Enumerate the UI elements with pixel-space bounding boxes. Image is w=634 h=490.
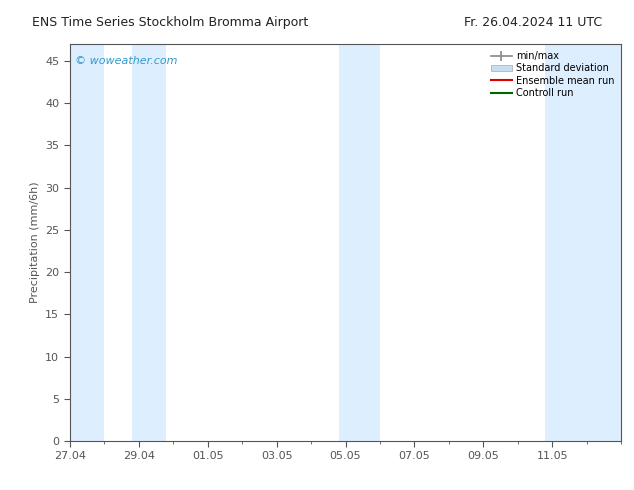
Bar — [545, 44, 621, 441]
Legend: min/max, Standard deviation, Ensemble mean run, Controll run: min/max, Standard deviation, Ensemble me… — [489, 49, 616, 100]
Bar — [70, 44, 104, 441]
Text: Fr. 26.04.2024 11 UTC: Fr. 26.04.2024 11 UTC — [464, 16, 602, 28]
Text: ENS Time Series Stockholm Bromma Airport: ENS Time Series Stockholm Bromma Airport — [32, 16, 308, 28]
Text: © woweather.com: © woweather.com — [75, 56, 178, 66]
Bar — [132, 44, 166, 441]
Y-axis label: Precipitation (mm/6h): Precipitation (mm/6h) — [30, 182, 40, 303]
Bar — [339, 44, 380, 441]
